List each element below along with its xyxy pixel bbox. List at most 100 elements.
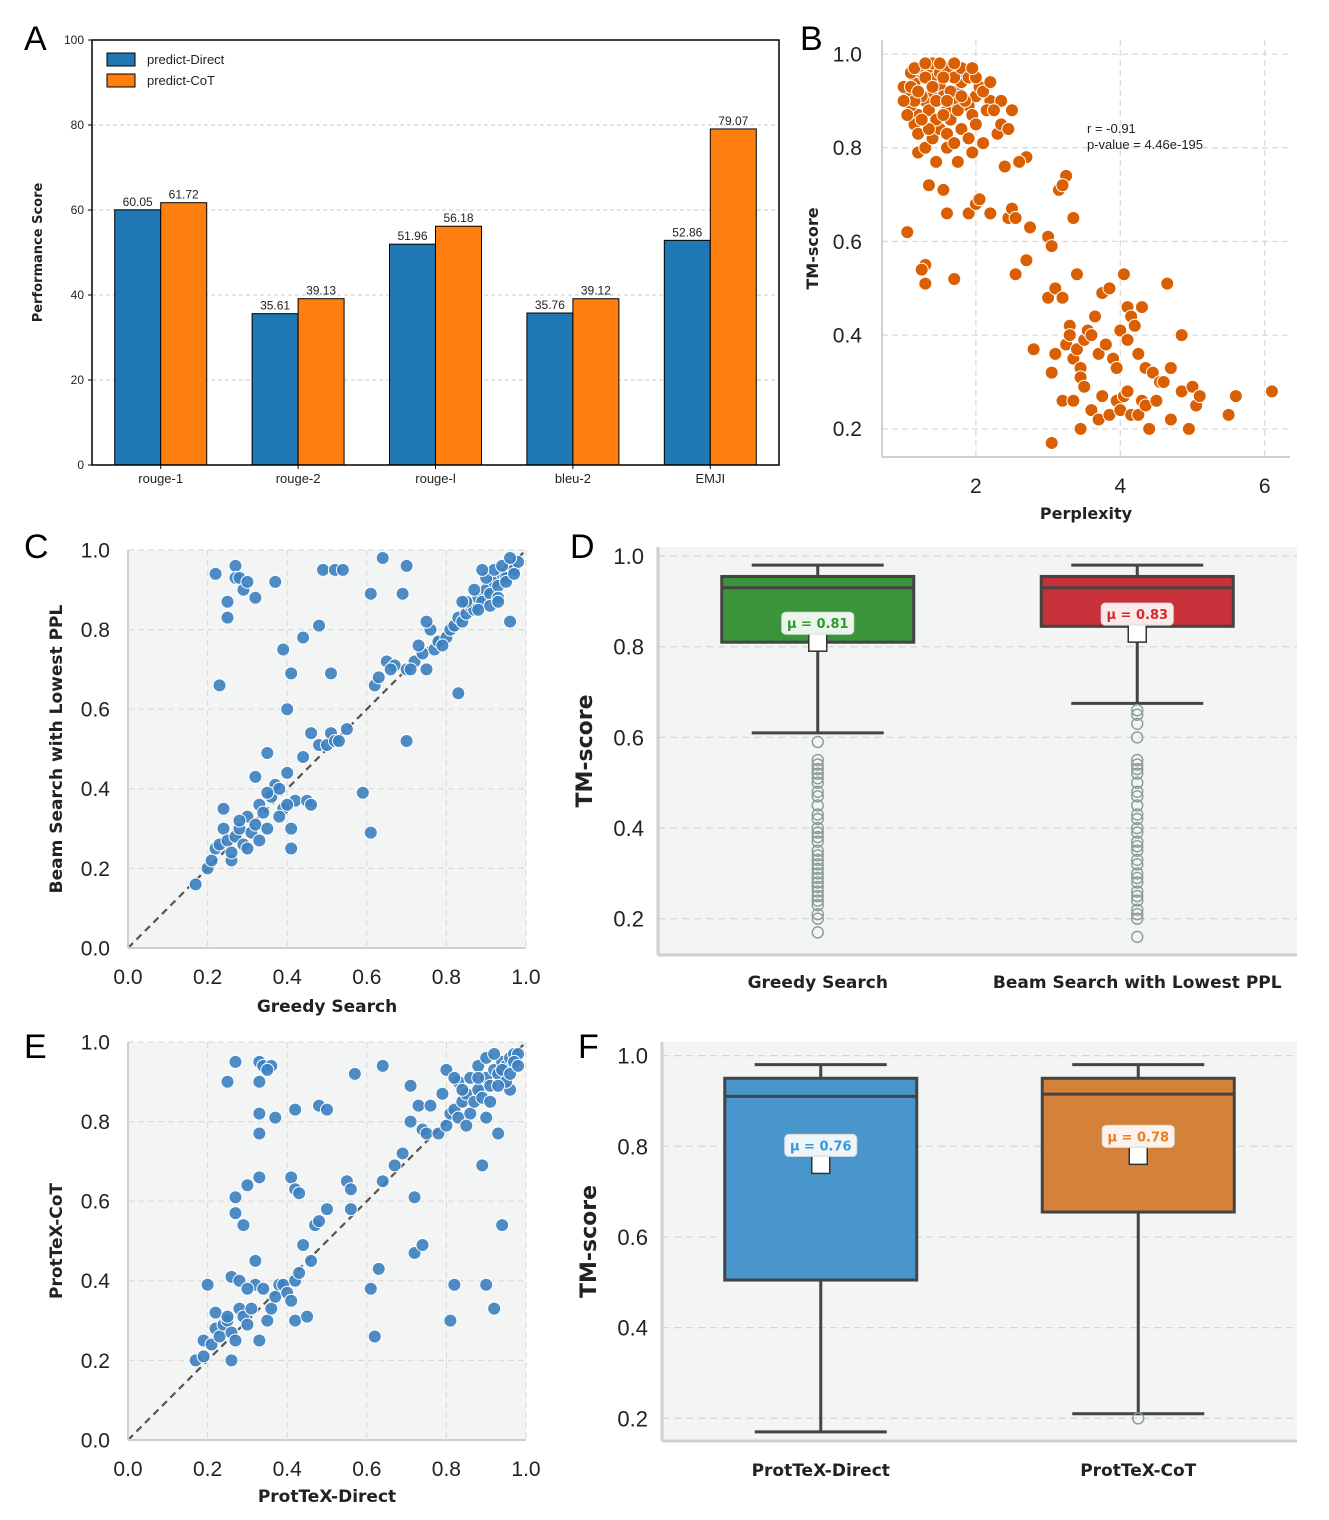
data-point [224,1353,239,1368]
data-point [455,1082,470,1097]
data-point [395,1146,410,1161]
data-point [1134,300,1149,315]
data-point [383,662,398,677]
data-point [252,1106,267,1121]
data-point [280,765,295,780]
y-tick-label: 0.4 [617,1316,648,1341]
data-point [1116,267,1131,282]
data-point [292,1265,307,1280]
data-point [1149,393,1164,408]
data-point [1163,412,1178,427]
outlier-point [1131,785,1144,798]
data-point [1048,281,1063,296]
y-tick-label: 0.2 [613,907,644,932]
x-tick-label: Beam Search with Lowest PPL [993,973,1282,993]
data-point [240,1317,255,1332]
data-point [260,821,275,836]
data-point [1142,421,1157,436]
outlier-point [1131,840,1144,853]
data-point [459,1118,474,1133]
mean-marker [1128,1145,1148,1166]
data-point [312,618,327,633]
data-point [475,1158,490,1173]
y-tick-label: 0.4 [613,816,644,841]
bar-predict-Direct [526,312,574,466]
data-point [997,159,1012,174]
data-point [918,56,933,71]
box-ProtTeX-Direct [723,1076,919,1282]
data-point [914,112,929,127]
data-point [900,225,915,240]
data-point [471,1070,486,1085]
data-point [304,1253,319,1268]
x-tick-label: 2 [970,475,982,498]
mean-label-box [1100,602,1174,626]
data-point [451,686,466,701]
data-point [288,1102,303,1117]
data-point [1145,365,1160,380]
y-tick-label: 1.0 [613,544,644,569]
data-point [403,662,418,677]
data-point [921,103,936,118]
x-axis-label: Greedy Search [257,997,397,1017]
data-point [228,1054,243,1069]
data-point [284,821,299,836]
data-point [260,1313,275,1328]
x-tick-label: Greedy Search [748,973,888,993]
y-tick-label: 0.6 [613,725,644,750]
outlier-point [811,830,824,844]
data-point [216,801,231,816]
data-point [403,1078,418,1093]
mean-label-box [781,611,855,635]
x-tick-label: 0.8 [432,1458,461,1481]
data-point [961,206,976,221]
data-point [419,614,434,629]
data-point [268,574,283,589]
data-point [491,1078,506,1093]
data-point [335,562,350,577]
outlier-point [1131,930,1144,944]
data-point [1066,211,1081,226]
x-tick-label: 0.2 [193,966,222,989]
outlier-point [1131,762,1144,776]
x-tick-label: 6 [1259,475,1271,498]
y-axis-label: TM-score [803,207,822,289]
y-axis-label: ProtTeX-CoT [47,1183,67,1299]
y-axis-label: Performance Score [31,183,46,323]
data-point [296,1237,311,1252]
data-point [1095,389,1110,404]
data-point [939,93,954,108]
data-point [921,122,936,137]
data-point [399,558,414,573]
data-point [423,1098,438,1113]
data-point [395,586,410,601]
x-tick-label: 1.0 [511,966,540,989]
y-axis-label: Beam Search with Lowest PPL [47,605,67,894]
data-point [375,550,390,565]
data-point [918,140,933,155]
outlier-point [1131,885,1144,898]
data-point [343,1182,358,1197]
outlier-point [811,885,824,898]
data-point [331,734,346,749]
data-point [503,550,518,565]
data-point [236,1218,251,1233]
data-point [1120,332,1135,347]
data-point [252,1333,267,1348]
legend-label: predict-Direct [147,52,225,67]
data-point [1019,253,1034,268]
data-point [316,562,331,577]
data-point [447,1277,462,1292]
x-tick-label: 0.6 [352,1458,381,1481]
data-point [272,809,287,824]
data-point [1055,178,1070,193]
outlier-point [811,785,824,798]
data-point [447,1070,462,1085]
data-point [292,1186,307,1201]
data-point [1008,211,1023,226]
data-point [511,1058,526,1073]
data-point [252,833,267,848]
data-point [196,1349,211,1364]
data-point [208,566,223,581]
data-point [1012,154,1027,169]
